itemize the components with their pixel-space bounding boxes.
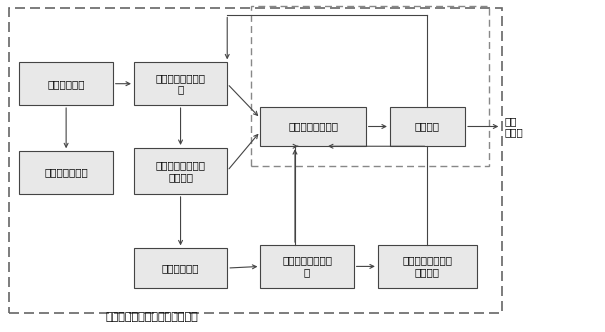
Bar	[19, 62, 113, 105]
Text: 信噪比计算模块: 信噪比计算模块	[44, 168, 88, 178]
Text: 细频偏估计及调节
模型模块: 细频偏估计及调节 模型模块	[402, 256, 453, 277]
Text: 去前导码模块: 去前导码模块	[162, 263, 199, 273]
Text: 符号定时粗同步模
块: 符号定时粗同步模 块	[155, 73, 206, 95]
Text: 全局同步控制模块: 全局同步控制模块	[288, 122, 338, 131]
Text: 模数转换模块: 模数转换模块	[47, 79, 85, 89]
Text: 基于数据域的频偏估计校正系统: 基于数据域的频偏估计校正系统	[105, 312, 198, 322]
Bar	[378, 245, 477, 288]
Text: 符号定时细同步模
块: 符号定时细同步模 块	[282, 256, 332, 277]
Bar	[390, 107, 465, 146]
Bar	[260, 107, 366, 146]
Bar	[19, 151, 113, 194]
Bar	[134, 248, 227, 288]
Bar	[251, 6, 489, 166]
Bar	[8, 8, 502, 312]
Text: 粗频偏估计及调节
模型模块: 粗频偏估计及调节 模型模块	[155, 160, 206, 182]
Bar	[260, 245, 354, 288]
Bar	[134, 148, 227, 194]
Bar	[134, 62, 227, 105]
Text: 数据
比特流: 数据 比特流	[504, 116, 523, 137]
Text: 相位检测: 相位检测	[415, 122, 440, 131]
